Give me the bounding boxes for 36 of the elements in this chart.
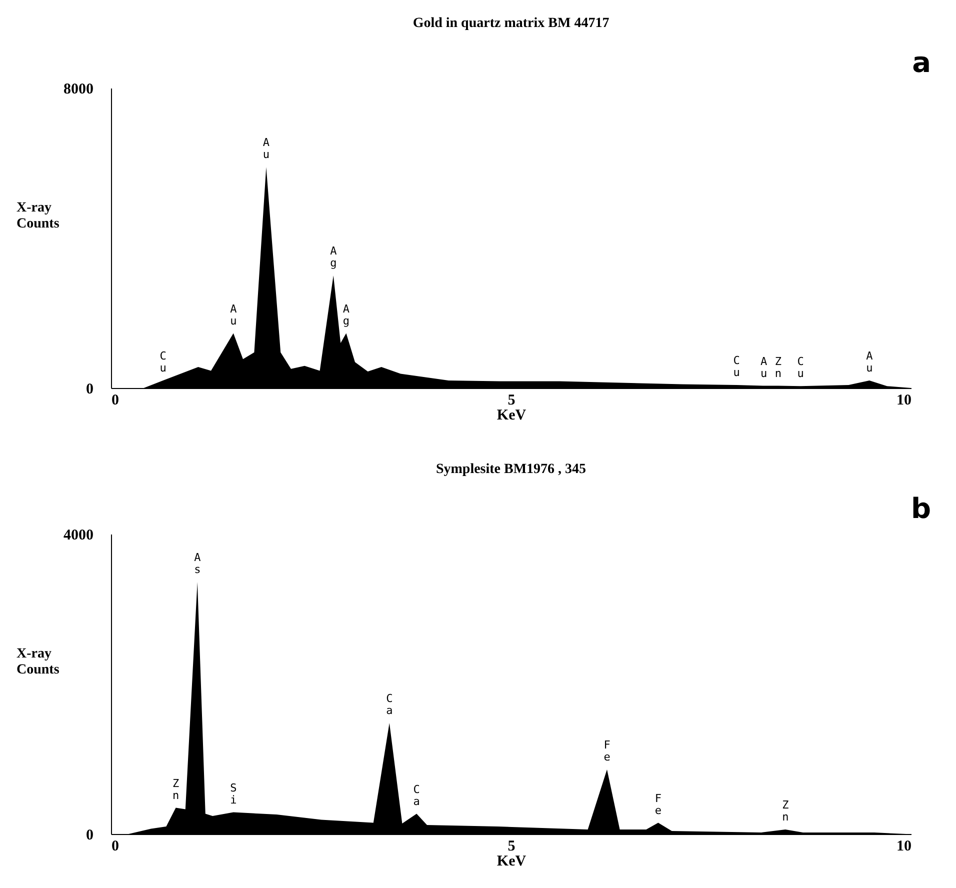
- x-tick-label: 10: [896, 392, 912, 408]
- y-tick-label: 0: [86, 382, 94, 398]
- annotation: Fe: [604, 738, 610, 764]
- annotation: Cu: [160, 350, 166, 374]
- annotation: Zn: [782, 798, 790, 824]
- text: a: [912, 46, 931, 79]
- y-tick-label: 8000: [64, 82, 94, 98]
- annotation: Fe: [654, 792, 662, 817]
- chart-title: Gold in quartz matrix BM 44717: [412, 16, 610, 31]
- y-axis-title: X-ray Counts: [16, 200, 60, 232]
- x-tick-label: 5: [508, 838, 516, 854]
- annotation: Ag: [330, 244, 338, 270]
- annotation: Ca: [413, 782, 420, 808]
- annotation: Au: [760, 354, 768, 380]
- x-axis-title: KeV: [496, 854, 526, 870]
- annotation: Ag: [342, 302, 350, 328]
- x-tick-label: 0: [112, 392, 119, 408]
- y-tick-label: 0: [86, 828, 94, 844]
- chart-title: Symplesite BM1976 , 345: [436, 462, 586, 477]
- annotation: Cu: [733, 354, 740, 379]
- annotation: Zn: [172, 776, 180, 802]
- annotation: Au: [230, 302, 238, 328]
- y-axis-title: X-ray Counts: [16, 646, 60, 678]
- text: b: [910, 492, 931, 525]
- annotation: Au: [866, 350, 874, 374]
- annotation: Si: [230, 781, 237, 806]
- annotation: As: [194, 551, 202, 576]
- annotation: Cu: [797, 355, 804, 380]
- annotation: Zn: [774, 354, 782, 380]
- x-tick-label: 0: [112, 838, 119, 854]
- annotation: Ca: [386, 692, 393, 717]
- x-tick-label: 10: [896, 838, 912, 854]
- x-tick-label: 5: [508, 392, 516, 408]
- annotation: Au: [262, 136, 270, 162]
- x-axis-title: KeV: [496, 408, 526, 424]
- y-tick-label: 4000: [64, 528, 94, 544]
